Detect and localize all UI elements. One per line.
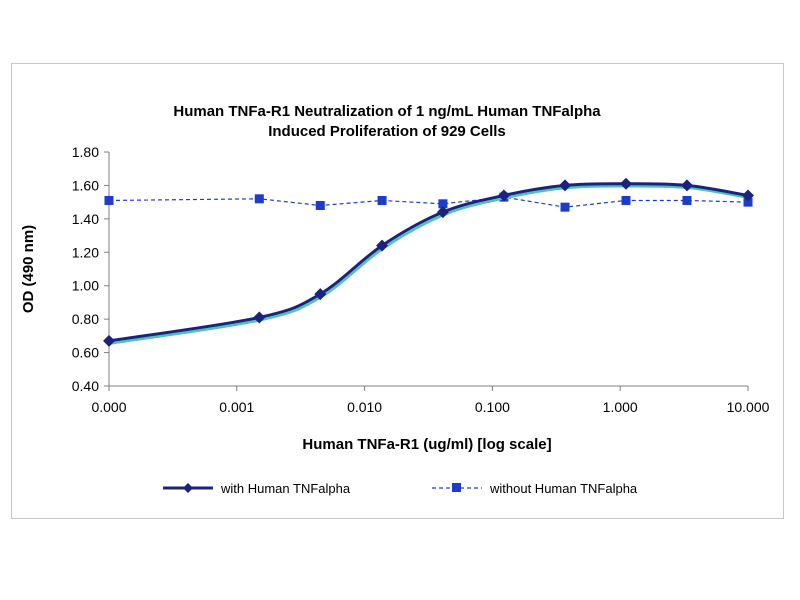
series-line-without-human-tnfalpha <box>108 196 749 208</box>
data-point-without-human-tnfalpha <box>682 195 692 205</box>
data-point-without-human-tnfalpha <box>377 195 387 205</box>
y-tick-label: 0.80 <box>72 311 99 327</box>
y-tick-label: 1.20 <box>72 244 99 260</box>
data-point-with-human-tnfalpha <box>253 311 266 324</box>
y-axis-ticks: 0.40 0.60 0.80 1.00 1.20 1.40 1.60 1.80 <box>72 144 109 394</box>
chart-title-line-1: Human TNFa-R1 Neutralization of 1 ng/mL … <box>173 103 601 120</box>
legend-label-without-tnf: without Human TNFalpha <box>489 481 638 496</box>
data-point-with-human-tnfalpha <box>619 177 632 190</box>
chart-frame <box>11 63 784 519</box>
x-tick-label: 0.010 <box>347 399 382 415</box>
x-axis-label: Human TNFa-R1 (ug/ml) [log scale] <box>302 436 551 453</box>
y-tick-label: 1.40 <box>72 211 99 227</box>
y-tick-label: 1.00 <box>72 278 99 294</box>
data-point-with-human-tnfalpha <box>497 189 510 202</box>
data-point-without-human-tnfalpha <box>438 199 448 209</box>
data-point-with-human-tnfalpha <box>103 334 115 347</box>
x-tick-label: 0.000 <box>91 399 126 415</box>
data-point-without-human-tnfalpha <box>621 195 631 205</box>
x-tick-label: 1.000 <box>603 399 638 415</box>
series-group <box>103 177 754 347</box>
legend-marker-without-tnf <box>452 483 461 492</box>
x-tick-label: 0.001 <box>219 399 254 415</box>
data-point-without-human-tnfalpha <box>315 200 325 210</box>
chart-title-line-2: Induced Proliferation of 929 Cells <box>268 123 506 140</box>
series-shadow-with-human-tnfalpha <box>110 184 750 345</box>
data-point-without-human-tnfalpha <box>560 202 570 212</box>
series-line-with-human-tnfalpha <box>108 182 749 343</box>
data-point-without-human-tnfalpha <box>743 197 753 207</box>
data-point-with-human-tnfalpha <box>559 179 572 192</box>
y-tick-label: 0.40 <box>72 378 99 394</box>
x-axis-ticks: 0.000 0.001 0.010 0.100 1.000 10.000 <box>91 386 770 415</box>
data-point-with-human-tnfalpha <box>680 179 693 192</box>
legend: with Human TNFalpha without Human TNFalp… <box>163 481 638 496</box>
x-tick-label: 0.100 <box>475 399 510 415</box>
y-tick-label: 1.80 <box>72 144 99 160</box>
data-point-with-human-tnfalpha <box>376 239 389 252</box>
x-tick-label: 10.000 <box>727 399 770 415</box>
data-point-with-human-tnfalpha <box>742 189 754 202</box>
y-axis-label: OD (490 nm) <box>20 225 37 313</box>
legend-label-with-tnf: with Human TNFalpha <box>220 481 351 496</box>
legend-marker-with-tnf <box>183 483 193 493</box>
data-point-without-human-tnfalpha <box>254 194 264 204</box>
y-tick-label: 1.60 <box>72 177 99 193</box>
y-tick-label: 0.60 <box>72 345 99 361</box>
data-point-with-human-tnfalpha <box>436 206 449 219</box>
data-point-without-human-tnfalpha <box>104 195 114 205</box>
data-point-with-human-tnfalpha <box>314 288 327 301</box>
